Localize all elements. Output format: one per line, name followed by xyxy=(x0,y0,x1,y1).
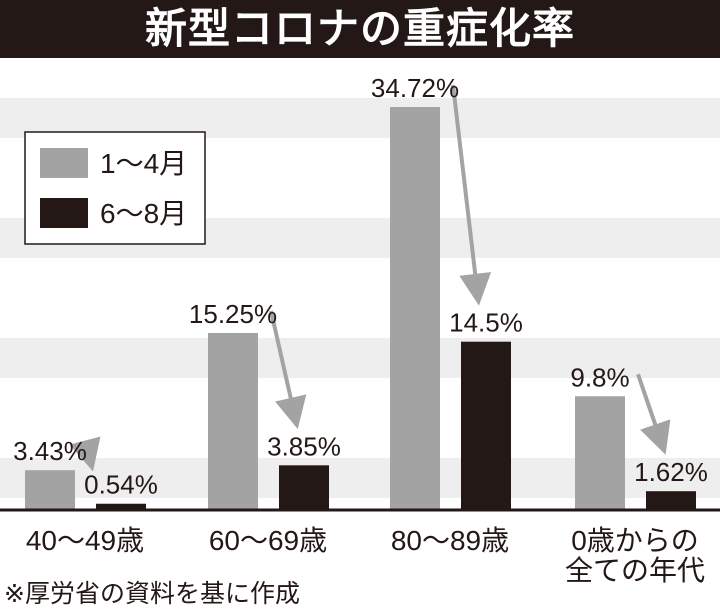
bar xyxy=(279,465,329,510)
data-label: 14.5% xyxy=(449,308,523,338)
legend-swatch xyxy=(40,198,88,228)
category-label: 40〜49歳 xyxy=(26,525,144,556)
title-bar: 新型コロナの重症化率 xyxy=(0,0,720,58)
data-label: 34.72% xyxy=(371,73,459,103)
data-label: 0.54% xyxy=(84,470,158,500)
bar xyxy=(96,503,146,510)
change-arrow xyxy=(269,310,307,430)
category-label: 80〜89歳 xyxy=(391,525,509,556)
data-label: 15.25% xyxy=(189,299,277,329)
legend-swatch xyxy=(40,148,88,178)
data-label: 9.8% xyxy=(570,362,629,392)
change-arrow xyxy=(451,84,492,306)
bar xyxy=(461,341,511,510)
category-label: 0歳からの xyxy=(571,525,699,556)
source-footnote: ※厚労省の資料を基に作成 xyxy=(4,579,300,608)
legend-label: 1〜4月 xyxy=(100,148,187,179)
bar xyxy=(575,396,625,510)
bar xyxy=(646,491,696,510)
change-arrow xyxy=(69,436,101,472)
category-label: 60〜69歳 xyxy=(209,525,327,556)
data-label: 3.43% xyxy=(13,436,87,466)
bar xyxy=(25,470,75,510)
legend: 1〜4月 6〜8月 xyxy=(24,131,206,245)
bars xyxy=(25,107,696,510)
bar xyxy=(390,107,440,510)
data-label: 1.62% xyxy=(634,457,708,487)
data-label: 3.85% xyxy=(267,431,341,461)
change-arrows xyxy=(69,84,671,472)
legend-label: 6〜8月 xyxy=(100,198,187,229)
category-label: 全ての年代 xyxy=(565,555,705,586)
background-stripe xyxy=(0,338,720,378)
change-arrow xyxy=(636,373,671,455)
value-labels: 3.43% 0.54% 15.25% 3.85% 34.72% 14.5% 9.8% 1.62… xyxy=(13,73,708,500)
bar xyxy=(208,332,258,510)
chart-title: 新型コロナの重症化率 xyxy=(144,4,575,53)
